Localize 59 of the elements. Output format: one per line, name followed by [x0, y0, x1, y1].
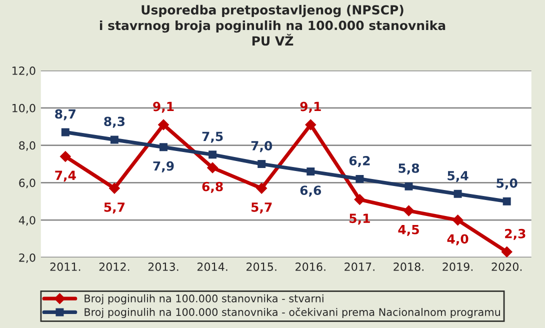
point	[160, 143, 168, 152]
point	[158, 119, 169, 130]
legend-label: Broj poginulih na 100.000 stanovnika - očekivani prema Nacionalnom programu	[84, 308, 500, 318]
data-label: 5,7	[104, 202, 125, 214]
data-label: 7,5	[202, 132, 223, 143]
point	[60, 151, 71, 162]
point	[256, 182, 268, 194]
point	[404, 182, 413, 190]
data-label: 5,1	[350, 214, 370, 225]
data-label: 6,8	[202, 182, 223, 193]
data-label: 8,3	[104, 116, 125, 128]
y-tick-label: 10,0	[12, 104, 36, 114]
legend-label: Broj poginulih na 100.000 stanovnika - stvarni	[84, 294, 324, 304]
data-label: 4,5	[398, 225, 419, 236]
x-tick-label: 2017.	[344, 262, 374, 271]
y-tick-label: 2,0	[19, 253, 36, 263]
point	[258, 160, 266, 168]
chart-title: Usporedba pretpostavljenog (NPSCP) i stavrnog broja poginulih na 100.000 stanovnika PU VŽ	[100, 4, 446, 46]
data-label: 2,3	[505, 228, 526, 240]
data-label: 5,4	[448, 171, 468, 182]
data-label: 5,7	[251, 202, 272, 214]
point	[452, 214, 464, 226]
data-label: 5,8	[398, 163, 420, 174]
point	[501, 246, 512, 258]
data-label: 5,0	[496, 178, 518, 190]
point	[356, 174, 364, 183]
y-tick-label: 6,0	[19, 178, 36, 188]
x-tick-label: 2011.	[50, 262, 80, 271]
point	[502, 197, 511, 206]
x-tick-label: 2020.	[492, 262, 522, 271]
y-tick-label: 8,0	[19, 141, 36, 151]
x-tick-label: 2014.	[197, 262, 228, 271]
point	[305, 119, 316, 130]
point	[110, 136, 118, 144]
point	[306, 167, 315, 176]
y-tick-label: 4,0	[18, 216, 36, 226]
data-label: 7,4	[55, 170, 76, 182]
x-tick-label: 2012.	[99, 262, 130, 271]
point	[354, 194, 366, 205]
point	[208, 150, 217, 159]
data-label: 6,2	[349, 156, 370, 168]
x-tick-label: 2015.	[246, 262, 276, 271]
data-label: 9,1	[153, 102, 174, 113]
data-label: 6,6	[300, 186, 322, 197]
data-label: 8,7	[55, 109, 76, 120]
point	[207, 162, 218, 174]
point	[61, 128, 70, 136]
x-tick-label: 2018.	[394, 262, 424, 271]
data-label: 7,9	[153, 161, 174, 172]
y-tick-label: 12,0	[12, 66, 36, 76]
point	[403, 205, 414, 216]
data-label: 7,0	[251, 141, 272, 152]
x-tick-label: 2016.	[296, 262, 326, 271]
point	[454, 190, 462, 198]
data-label: 9,1	[300, 102, 321, 113]
data-label: 4,0	[447, 234, 468, 246]
point	[109, 182, 120, 194]
x-tick-label: 2019.	[442, 262, 473, 271]
x-tick-label: 2013.	[148, 262, 178, 271]
